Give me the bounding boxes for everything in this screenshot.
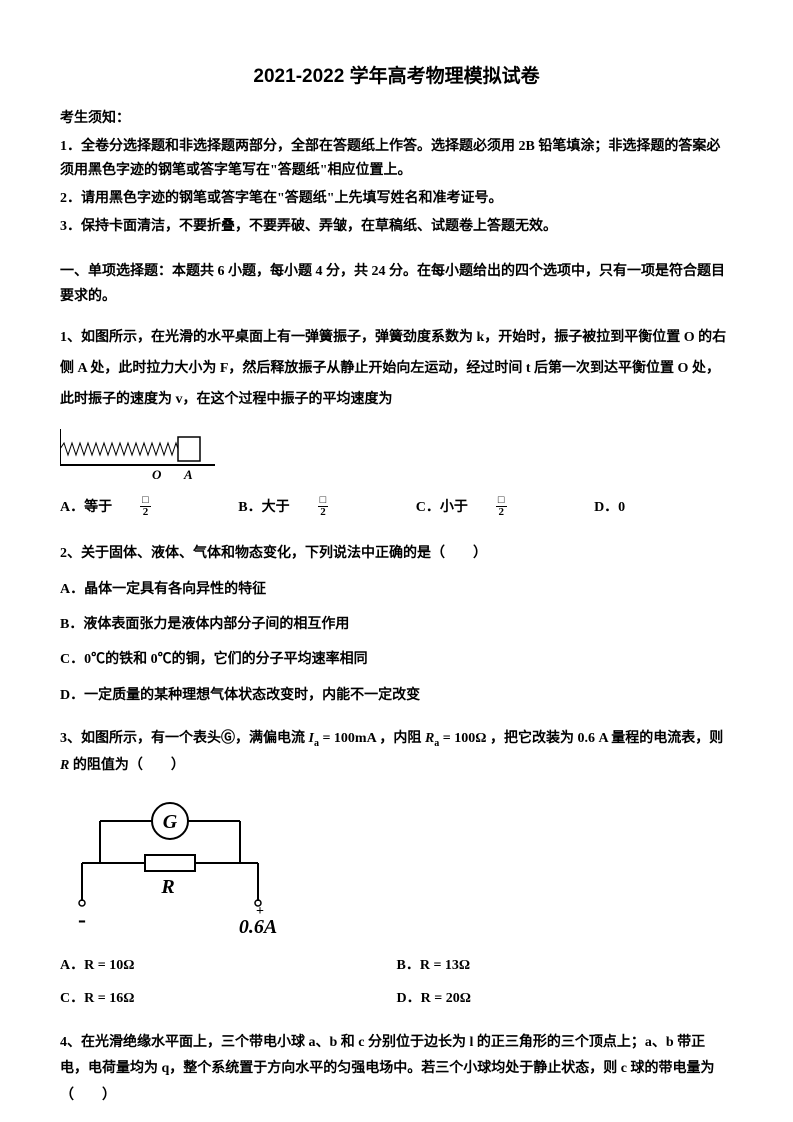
q2-option-b: B．液体表面张力是液体内部分子间的相互作用 xyxy=(60,612,733,637)
notice-header: 考生须知： xyxy=(60,106,733,131)
circuit-figure: G R - + 0.6A xyxy=(60,793,280,943)
q1-option-d: D．0 xyxy=(594,500,625,515)
svg-text:O: O xyxy=(152,467,162,481)
q2-option-c: C．0℃的铁和 0℃的铜，它们的分子平均速率相同 xyxy=(60,647,733,672)
q3-option-c: C．R = 16Ω xyxy=(60,986,397,1011)
question-1-options: A．等于□2 B．大于□2 C．小于□2 D．0 xyxy=(60,495,733,520)
question-1-text: 1、如图所示，在光滑的水平桌面上有一弹簧振子，弹簧劲度系数为 k，开始时，振子被… xyxy=(60,323,733,415)
q2-option-d: D．一定质量的某种理想气体状态改变时，内能不一定改变 xyxy=(60,683,733,708)
svg-text:R: R xyxy=(160,876,174,898)
q2-option-a: A．晶体一定具有各向异性的特征 xyxy=(60,577,733,602)
question-3-options: A．R = 10Ω B．R = 13Ω C．R = 16Ω D．R = 20Ω xyxy=(60,953,733,1011)
q1-option-c: C．小于□2 xyxy=(416,500,563,515)
spring-figure: O A xyxy=(60,429,220,481)
q1-option-b: B．大于□2 xyxy=(238,500,384,515)
instruction-2: 2．请用黑色字迹的钢笔或答字笔在"答题纸"上先填写姓名和准考证号。 xyxy=(60,187,733,211)
svg-text:G: G xyxy=(163,811,178,833)
instruction-3: 3．保持卡面清洁，不要折叠，不要弄破、弄皱，在草稿纸、试题卷上答题无效。 xyxy=(60,215,733,239)
svg-text:-: - xyxy=(78,907,86,933)
q3-option-b: B．R = 13Ω xyxy=(397,953,734,978)
question-4-text: 4、在光滑绝缘水平面上，三个带电小球 a、b 和 c 分别位于边长为 l 的正三… xyxy=(60,1030,733,1110)
instruction-1: 1．全卷分选择题和非选择题两部分，全部在答题纸上作答。选择题必须用 2B 铅笔填… xyxy=(60,135,733,183)
q3-option-a: A．R = 10Ω xyxy=(60,953,397,978)
svg-text:0.6A: 0.6A xyxy=(239,916,277,938)
q1-option-a: A．等于□2 xyxy=(60,500,207,515)
q3-option-d: D．R = 20Ω xyxy=(397,986,734,1011)
exam-title: 2021-2022 学年高考物理模拟试卷 xyxy=(60,60,733,94)
svg-text:A: A xyxy=(183,467,193,481)
section-intro: 一、单项选择题：本题共 6 小题，每小题 4 分，共 24 分。在每小题给出的四… xyxy=(60,259,733,309)
question-3-text: 3、如图所示，有一个表头Ⓖ，满偏电流 Ia = 100mA ，内阻 Ra = 1… xyxy=(60,726,733,779)
question-2-text: 2、关于固体、液体、气体和物态变化，下列说法中正确的是（ ） xyxy=(60,541,733,568)
